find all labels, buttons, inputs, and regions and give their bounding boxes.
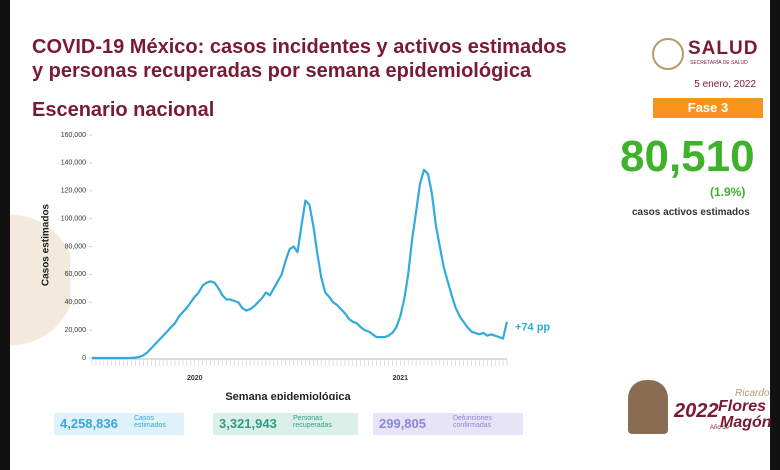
y-tick-label: 20,000 (65, 327, 87, 334)
phase-badge: Fase 3 (653, 98, 763, 118)
footer-year: 2022 (674, 400, 719, 422)
total-box: 299,805 Defunciones confirmadas (373, 413, 523, 435)
total-label: Defunciones confirmadas (453, 415, 492, 429)
total-box: 3,321,943 Personas recuperadas (213, 413, 358, 435)
y-tick-label: 140,000 (61, 160, 86, 167)
y-tick-label: 100,000 (61, 215, 86, 222)
total-label: Personas recuperadas (293, 415, 332, 429)
kpi-label: casos activos estimados (632, 207, 750, 218)
footer-text: Ricardo (735, 388, 770, 399)
y-axis-label: Casos estimados (41, 203, 52, 286)
year-label: 2021 (392, 375, 408, 382)
kpi-value: 80,510 (620, 132, 755, 181)
logo-sub: SECRETARÍA DE SALUD (690, 60, 748, 66)
data-line (92, 168, 509, 360)
total-label: Casos estimados (134, 415, 166, 429)
logo: SALUD (688, 38, 759, 59)
footer-text: Flores (718, 398, 767, 415)
annotation: +74 pp (515, 322, 550, 334)
decor (10, 130, 70, 430)
footer-text: Año de (710, 425, 730, 431)
y-tick-label: 0 (82, 355, 86, 362)
y-tick-label: 60,000 (65, 271, 87, 278)
y-tick-label: 40,000 (65, 299, 87, 306)
left-border (0, 0, 10, 470)
chart: Casos estimados Semana epidemiológica 0 2… (41, 132, 551, 400)
footer-text: Magón (720, 414, 772, 431)
kpi-pct: (1.9%) (710, 185, 746, 199)
right-border (770, 0, 780, 470)
title: COVID-19 México: casos incidentes y acti… (32, 36, 567, 58)
title: y personas recuperadas por semana epidem… (32, 60, 532, 82)
total-box: 4,258,836 Casos estimados (54, 413, 184, 435)
date: 5 enero, 2022 (694, 79, 756, 90)
y-tick-label: 160,000 (61, 132, 86, 139)
portrait (628, 380, 668, 434)
y-tick-label: 120,000 (61, 188, 86, 195)
logo-emblem (652, 38, 684, 70)
total-value: 3,321,943 (219, 416, 277, 431)
total-value: 4,258,836 (60, 416, 118, 431)
subtitle: Escenario nacional (32, 99, 215, 121)
y-tick-label: 80,000 (65, 243, 87, 250)
year-label: 2020 (187, 375, 203, 382)
x-axis-label: Semana epidemiológica (225, 391, 351, 400)
total-value: 299,805 (379, 416, 426, 431)
